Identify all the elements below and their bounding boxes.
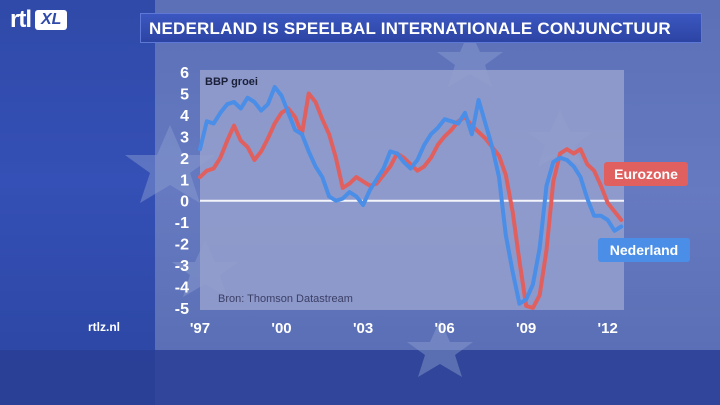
y-axis-label: BBP groei [205,76,258,88]
x-tick-label: '12 [598,320,618,337]
series-line-nederland [198,85,624,306]
y-tick-label: -3 [175,258,189,275]
y-tick-label: 3 [180,129,189,146]
headline-title: NEDERLAND IS SPEELBAL INTERNATIONALE CON… [149,19,671,38]
y-tick-label: 0 [180,194,189,211]
legend-nederland-label: Nederland [610,242,678,258]
logo-xl: XL [35,10,68,30]
channel-logo: rtl XL [10,6,68,33]
x-tick-label: '00 [271,320,291,337]
y-tick-label: 2 [180,151,189,168]
headline-bar: NEDERLAND IS SPEELBAL INTERNATIONALE CON… [140,13,702,43]
y-axis-ticks: -5 -4 -3 -2 -1 0 1 2 3 4 5 6 [175,65,189,318]
y-tick-label: -1 [175,215,189,232]
y-tick-label: 5 [180,86,189,103]
series-lines [198,85,624,310]
logo-rtl: rtl [10,6,32,33]
x-tick-label: '97 [190,320,210,337]
footer-url: rtlz.nl [88,320,120,334]
y-tick-label: 1 [180,172,189,189]
star-icon [407,320,473,377]
star-icon [125,125,215,203]
series-line-eurozone [198,91,624,310]
y-tick-label: 6 [180,65,189,82]
source-note: Bron: Thomson Datastream [218,293,353,305]
x-axis-ticks: '97 '00 '03 '06 '09 '12 [190,320,618,337]
y-tick-label: 4 [180,108,189,125]
x-tick-label: '06 [434,320,454,337]
legend-nederland: Nederland [598,238,690,262]
background-footer-band [0,350,720,405]
x-tick-label: '03 [353,320,373,337]
y-tick-label: -5 [175,301,189,318]
x-tick-label: '09 [516,320,536,337]
legend-eurozone-label: Eurozone [614,166,678,182]
y-tick-label: -2 [175,237,189,254]
legend-eurozone: Eurozone [604,162,688,186]
y-tick-label: -4 [175,280,189,297]
